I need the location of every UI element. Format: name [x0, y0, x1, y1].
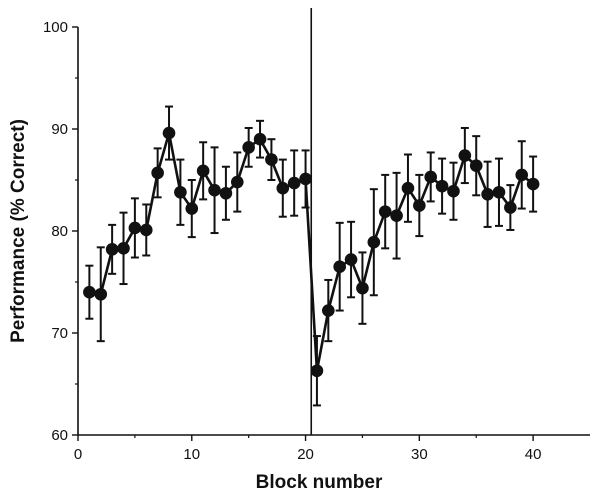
- tick-marks: [72, 26, 534, 441]
- data-point: [242, 141, 255, 154]
- x-tick-label: 30: [411, 446, 428, 463]
- data-point: [435, 179, 449, 193]
- data-point: [526, 177, 540, 191]
- data-point: [401, 181, 415, 195]
- data-point: [265, 153, 278, 166]
- data-point: [117, 242, 130, 255]
- data-point: [139, 223, 153, 237]
- data-point: [219, 186, 233, 200]
- y-axis-label: Performance (% Correct): [8, 119, 29, 343]
- data-point: [469, 159, 483, 173]
- series-lines: [89, 131, 534, 373]
- data-point: [492, 185, 506, 199]
- data-point: [356, 281, 369, 295]
- data-point: [208, 183, 221, 197]
- data-point: [83, 285, 96, 299]
- data-point: [515, 168, 529, 182]
- x-tick-label: 10: [183, 446, 200, 463]
- x-tick-label: 20: [297, 446, 314, 463]
- data-point: [128, 221, 142, 235]
- performance-line: [89, 131, 534, 373]
- data-point: [162, 126, 176, 140]
- data-point: [344, 253, 358, 266]
- data-point: [174, 185, 187, 199]
- data-point: [276, 181, 290, 195]
- data-point: [287, 176, 301, 190]
- data-point: [333, 260, 346, 274]
- data-points: [83, 126, 540, 378]
- data-point: [310, 364, 324, 378]
- data-point: [151, 166, 164, 180]
- data-point: [413, 199, 426, 212]
- data-point: [253, 132, 267, 146]
- tick-labels: 0 10 20 30 40 60 70 80 90 100: [43, 19, 541, 463]
- data-point: [105, 243, 119, 256]
- data-point: [504, 201, 517, 214]
- data-point: [458, 149, 472, 162]
- data-point: [424, 170, 438, 184]
- x-tick-label: 0: [74, 446, 82, 463]
- data-point: [196, 164, 210, 178]
- y-tick-label: 60: [51, 427, 68, 444]
- data-point: [481, 187, 494, 201]
- data-point: [390, 209, 403, 222]
- y-tick-label: 80: [51, 223, 68, 240]
- data-point: [94, 287, 108, 301]
- data-point: [447, 184, 460, 198]
- y-tick-label: 90: [51, 121, 68, 138]
- y-tick-label: 70: [51, 325, 68, 342]
- data-point: [367, 235, 381, 249]
- data-point: [299, 172, 312, 186]
- data-point: [230, 175, 244, 189]
- data-point: [378, 205, 392, 218]
- axes: [77, 27, 590, 436]
- data-point: [322, 304, 335, 317]
- data-point: [185, 202, 199, 215]
- x-axis-label: Block number: [256, 472, 383, 493]
- y-tick-label: 100: [43, 19, 68, 36]
- x-tick-label: 40: [525, 446, 542, 463]
